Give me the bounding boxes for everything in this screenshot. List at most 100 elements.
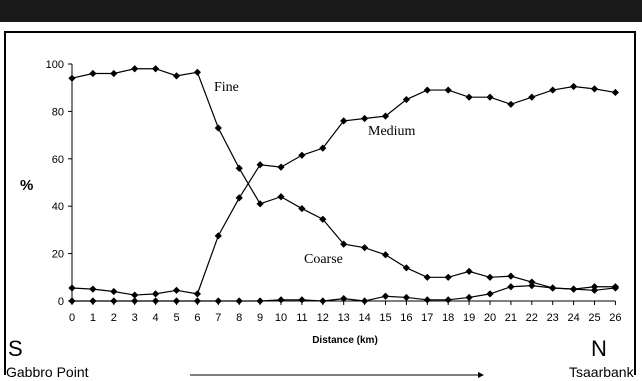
data-point-medium	[486, 93, 494, 101]
data-point-medium	[340, 117, 348, 125]
series-layer	[68, 65, 619, 305]
data-point-medium	[110, 287, 118, 296]
data-point-fine	[486, 273, 494, 281]
data-point-fine	[423, 273, 431, 281]
x-tick-label: 14	[358, 312, 370, 324]
x-tick-label: 8	[236, 312, 242, 324]
data-point-medium	[590, 85, 599, 93]
data-point-fine	[402, 264, 410, 272]
x-axis-label: Distance (km)	[312, 335, 378, 346]
x-tick-label: 1	[90, 312, 96, 324]
data-point-medium	[528, 93, 536, 101]
data-point-fine	[319, 215, 327, 223]
data-point-fine	[340, 240, 348, 248]
data-point-medium	[256, 161, 264, 169]
data-point-medium	[298, 151, 306, 159]
series-coarse	[68, 281, 619, 305]
data-point-coarse	[172, 297, 181, 305]
south-place-label: Gabbro Point	[6, 364, 89, 380]
data-point-coarse	[611, 284, 619, 292]
y-axis-label: %	[20, 177, 33, 194]
x-tick-label: 16	[400, 312, 412, 324]
data-point-coarse	[465, 293, 473, 302]
data-point-coarse	[444, 296, 452, 304]
chart-frame	[4, 31, 636, 375]
data-point-fine	[68, 74, 76, 82]
x-tick-label: 5	[173, 312, 179, 324]
data-point-fine	[507, 272, 515, 280]
data-point-coarse	[131, 297, 139, 305]
data-point-medium	[423, 86, 431, 94]
x-tick-label: 9	[257, 312, 263, 324]
data-point-coarse	[235, 297, 243, 305]
x-tick-label: 19	[463, 312, 475, 324]
data-point-medium	[193, 290, 201, 298]
series-fine	[68, 65, 619, 293]
data-point-coarse	[486, 290, 494, 298]
data-point-fine	[277, 193, 285, 201]
data-point-coarse	[256, 297, 264, 305]
data-point-medium	[465, 93, 473, 101]
x-tick-label: 15	[379, 312, 391, 324]
x-tick-label: 6	[194, 312, 200, 324]
data-point-coarse	[277, 296, 285, 304]
x-tick-label: 24	[567, 312, 579, 324]
y-tick-label: 60	[52, 154, 64, 166]
series-medium	[68, 82, 619, 299]
y-tick-label: 20	[52, 249, 64, 261]
data-point-medium	[381, 112, 390, 120]
data-point-medium	[507, 100, 515, 108]
data-point-fine	[193, 68, 201, 76]
x-tick-label: 23	[547, 312, 559, 324]
series-line-fine	[71, 68, 616, 290]
data-point-fine	[110, 69, 118, 78]
x-tick-label: 12	[317, 312, 329, 324]
data-point-coarse	[89, 297, 97, 305]
x-tick-label: 20	[484, 312, 496, 324]
data-point-coarse	[110, 297, 118, 305]
data-point-fine	[235, 164, 243, 172]
x-tick-label: 4	[153, 312, 159, 324]
data-point-coarse	[68, 297, 76, 305]
series-label-coarse: Coarse	[304, 252, 343, 267]
data-point-fine	[361, 244, 369, 252]
data-point-medium	[235, 194, 243, 202]
data-point-coarse	[549, 284, 557, 292]
data-point-coarse	[298, 296, 306, 304]
data-point-fine	[256, 200, 264, 208]
data-point-fine	[381, 251, 390, 259]
x-tick-label: 25	[588, 312, 600, 324]
y-tick-label: 100	[46, 59, 64, 71]
series-label-medium: Medium	[368, 124, 416, 139]
data-point-medium	[131, 291, 139, 299]
x-tick-label: 2	[111, 312, 117, 324]
x-tick-label: 3	[132, 312, 138, 324]
data-point-fine	[152, 65, 160, 73]
series-label-fine: Fine	[214, 80, 239, 95]
data-point-medium	[402, 95, 410, 104]
north-label: N	[591, 336, 607, 361]
data-point-medium	[319, 144, 327, 152]
x-tick-label: 17	[421, 312, 433, 324]
data-point-fine	[172, 72, 181, 80]
data-point-coarse	[507, 283, 515, 291]
x-tick-label: 13	[338, 312, 350, 324]
north-place-label: Tsaarbank	[569, 364, 635, 380]
axes	[71, 64, 616, 302]
data-point-medium	[444, 86, 452, 94]
data-point-medium	[570, 82, 578, 91]
y-tick-label: 80	[52, 106, 64, 118]
data-point-medium	[172, 286, 181, 294]
data-point-fine	[131, 65, 139, 73]
data-point-medium	[152, 290, 160, 298]
data-point-medium	[89, 285, 97, 293]
data-point-coarse	[423, 296, 431, 304]
data-point-coarse	[152, 297, 160, 305]
y-tick-label: 40	[52, 201, 64, 213]
data-point-medium	[214, 232, 222, 240]
y-axis-ticks: 0 20 40 60 80 100	[46, 59, 72, 308]
y-tick-label: 0	[58, 296, 64, 308]
x-tick-label: 22	[526, 312, 538, 324]
data-point-coarse	[361, 297, 369, 305]
direction-arrow	[190, 372, 484, 378]
